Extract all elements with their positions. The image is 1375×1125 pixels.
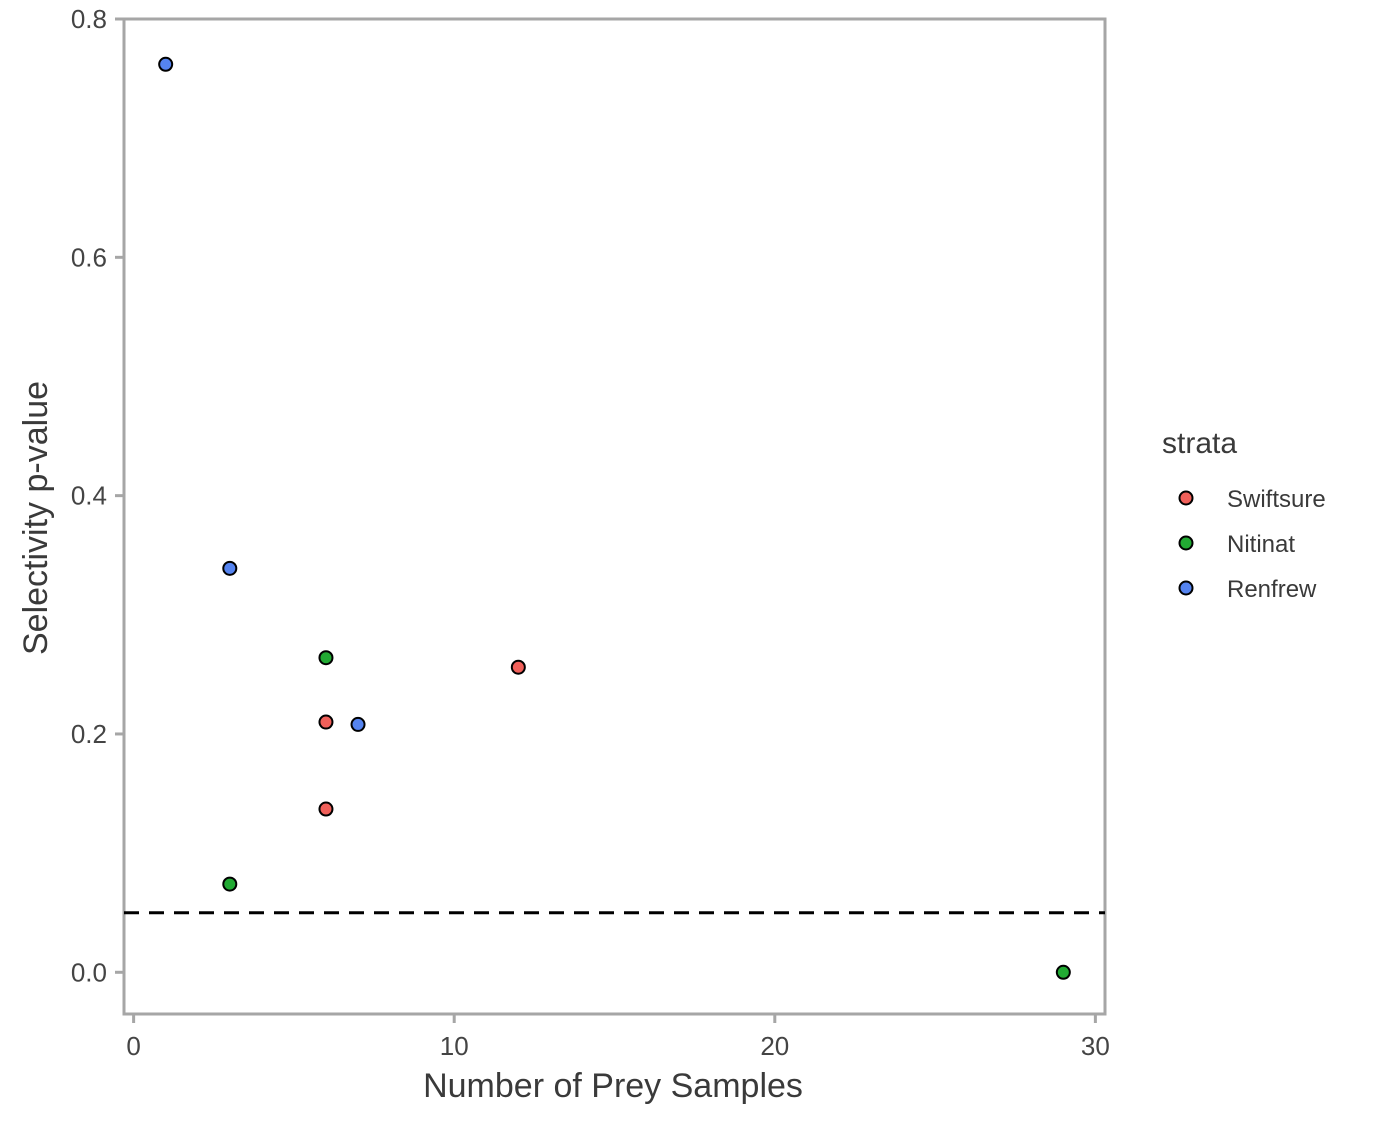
x-tick-label: 30 <box>1081 1031 1110 1061</box>
y-axis-title: Selectivity p-value <box>17 381 55 655</box>
data-point-nitinat <box>1055 964 1071 980</box>
data-point-nitinat <box>318 650 334 666</box>
plot-area: 0.0 0.2 0.4 0.6 0.8 0 10 20 30 <box>71 4 1110 1061</box>
legend-label-swiftsure: Swiftsure <box>1227 486 1326 513</box>
legend-key-nitinat <box>1178 535 1194 551</box>
x-tick-label: 0 <box>126 1031 140 1061</box>
x-tick-label: 20 <box>760 1031 789 1061</box>
data-point-swiftsure <box>510 659 526 675</box>
x-axis-title: Number of Prey Samples <box>423 1067 803 1105</box>
legend-label-nitinat: Nitinat <box>1227 531 1295 558</box>
y-tick-label: 0.6 <box>71 242 107 272</box>
legend: strata Swiftsure Nitinat Renfrew <box>1162 427 1326 603</box>
legend-key-swiftsure <box>1178 490 1194 506</box>
panel-border <box>122 17 1107 1016</box>
data-point-renfrew <box>350 716 366 732</box>
data-point-renfrew <box>158 56 174 72</box>
y-tick-label: 0.2 <box>71 719 107 749</box>
legend-key-renfrew <box>1178 580 1194 596</box>
y-tick-label: 0.8 <box>71 4 107 34</box>
data-point-swiftsure <box>318 801 334 817</box>
data-point-nitinat <box>222 876 238 892</box>
legend-title: strata <box>1162 427 1237 460</box>
data-point-renfrew <box>222 560 238 576</box>
y-tick-label: 0.4 <box>71 481 107 511</box>
legend-label-renfrew: Renfrew <box>1227 576 1317 603</box>
x-tick-label: 10 <box>440 1031 469 1061</box>
data-point-swiftsure <box>318 714 334 730</box>
y-tick-label: 0.0 <box>71 957 107 987</box>
